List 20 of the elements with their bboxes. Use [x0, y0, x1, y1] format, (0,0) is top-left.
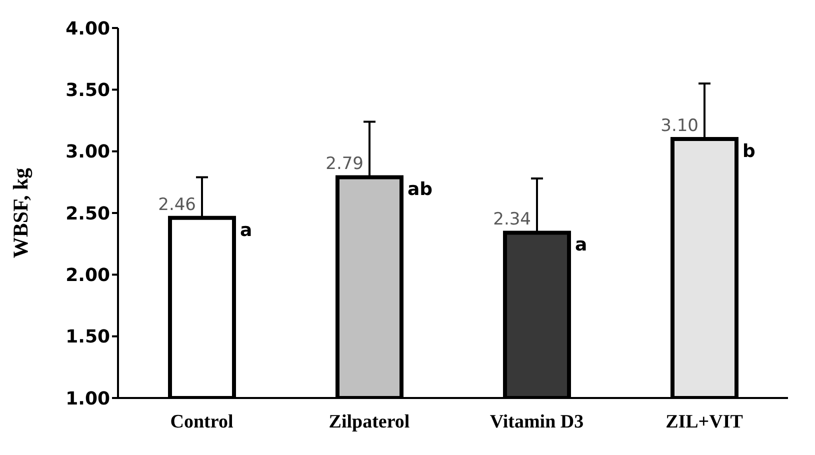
x-tick-label: Vitamin D3: [490, 411, 584, 432]
x-tick-label: Zilpaterol: [328, 411, 410, 432]
data-label: 3.10: [660, 116, 698, 136]
y-tick-label: 1.00: [66, 388, 110, 410]
y-axis-title: WBSF, kg: [8, 167, 32, 258]
y-tick-label: 2.00: [66, 265, 110, 286]
y-tick-label: 2.50: [66, 203, 110, 224]
annotation: ab: [408, 179, 433, 200]
y-tick-label: 3.00: [66, 142, 110, 163]
x-tick-label: Control: [170, 411, 234, 432]
annotation: a: [240, 220, 252, 241]
y-tick-label: 1.50: [66, 326, 110, 348]
data-label: 2.34: [493, 210, 531, 230]
annotation: a: [575, 234, 588, 256]
annotation: b: [742, 141, 756, 162]
data-label: 2.79: [326, 154, 364, 174]
x-tick-label: ZIL+VIT: [666, 411, 744, 432]
y-tick-label: 3.50: [66, 80, 110, 102]
y-tick-label: 4.00: [66, 18, 110, 40]
data-label: 2.46: [158, 194, 196, 215]
